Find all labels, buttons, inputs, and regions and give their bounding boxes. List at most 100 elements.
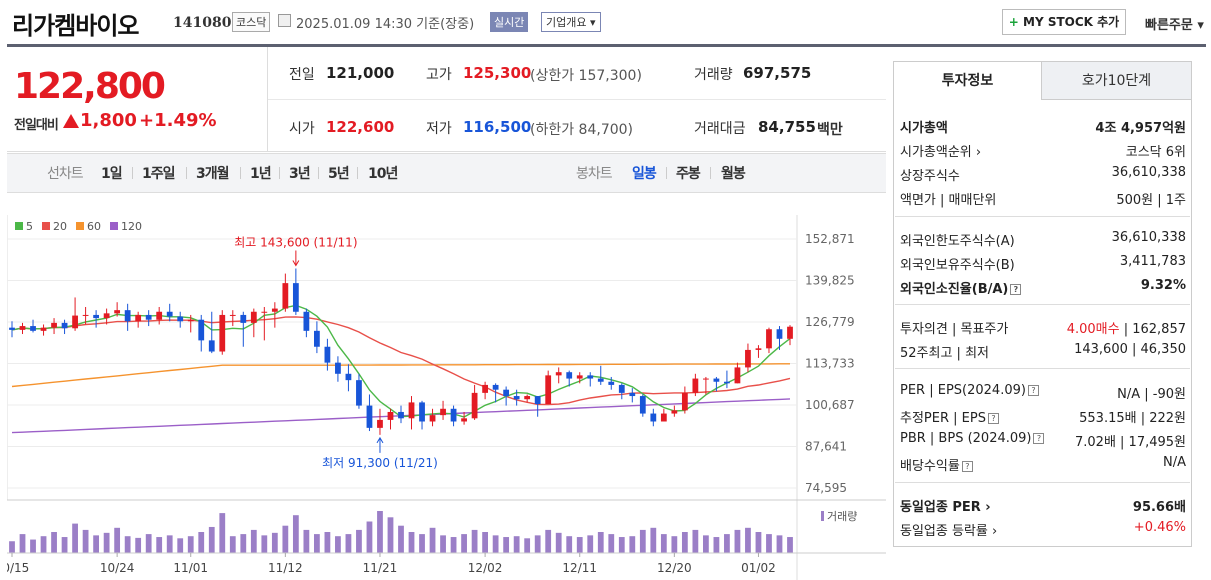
period-10y[interactable]: 10년 bbox=[368, 166, 398, 182]
volume-bar bbox=[166, 535, 173, 553]
info-row-label: PBR | BPS (2024.09)? bbox=[900, 431, 1045, 446]
my-stock-add-button[interactable]: + MY STOCK 추가 bbox=[1002, 9, 1126, 35]
tab-investment-info[interactable]: 투자정보 bbox=[894, 62, 1042, 100]
period-3m[interactable]: 3개월 bbox=[196, 166, 230, 182]
info-row-value: 553.15배 | 222원 bbox=[1079, 411, 1186, 426]
high-marker-arrowhead bbox=[292, 260, 300, 267]
info-row-value: 500원 | 1주 bbox=[1116, 193, 1186, 208]
candle-body bbox=[345, 373, 352, 381]
period-weekly[interactable]: 주봉 bbox=[676, 166, 701, 182]
divider bbox=[895, 304, 1190, 305]
candle-body bbox=[755, 348, 762, 350]
info-row-label[interactable]: 동일업종 PER › bbox=[900, 500, 991, 515]
help-icon[interactable]: ? bbox=[1033, 433, 1045, 444]
volume-bar bbox=[51, 532, 57, 553]
help-icon[interactable]: ? bbox=[987, 413, 999, 424]
candle-body bbox=[103, 313, 110, 319]
candle-body bbox=[114, 310, 121, 314]
y-tick-label: 113,733 bbox=[805, 357, 855, 371]
help-icon[interactable]: ? bbox=[961, 461, 973, 472]
x-tick-label: 11/01 bbox=[173, 561, 208, 575]
candle-body bbox=[40, 327, 47, 331]
info-row: 동일업종 등락률 › +0.46% bbox=[900, 520, 1186, 542]
info-row-value: N/A | -90원 bbox=[1117, 387, 1186, 402]
volume-bar bbox=[240, 534, 247, 553]
y-tick-label: 139,825 bbox=[805, 274, 855, 288]
volume-bar bbox=[377, 511, 383, 553]
volume-bar bbox=[787, 537, 793, 553]
header-divider bbox=[7, 44, 1206, 47]
period-daily[interactable]: 일봉 bbox=[632, 166, 657, 182]
candle-body bbox=[629, 392, 636, 397]
help-icon[interactable]: ? bbox=[1010, 284, 1022, 295]
volume-bar bbox=[366, 521, 373, 553]
period-3y[interactable]: 3년 bbox=[289, 166, 311, 182]
tab-orderbook-10[interactable]: 호가10단계 bbox=[1042, 62, 1191, 100]
volume-bar bbox=[450, 537, 457, 553]
candle-body bbox=[482, 384, 488, 393]
legend-swatch bbox=[110, 222, 118, 230]
period-1d[interactable]: 1일 bbox=[101, 166, 123, 182]
info-row-label: 배당수익률? bbox=[900, 455, 973, 474]
candle-body bbox=[671, 410, 678, 414]
candle-body bbox=[271, 308, 278, 312]
divider bbox=[895, 368, 1190, 369]
info-row-value: 7.02배 | 17,495원 bbox=[1075, 435, 1186, 450]
candle-body bbox=[618, 384, 625, 393]
period-5y[interactable]: 5년 bbox=[328, 166, 350, 182]
help-icon[interactable]: ? bbox=[1027, 385, 1039, 396]
volume-bar bbox=[608, 534, 615, 553]
volume-bar bbox=[271, 532, 278, 553]
volume-bar bbox=[545, 529, 552, 553]
company-overview-dropdown[interactable]: 기업개요 ▾ bbox=[541, 12, 601, 32]
period-1w[interactable]: 1주일 bbox=[142, 166, 176, 182]
divider bbox=[132, 167, 133, 179]
period-1y[interactable]: 1년 bbox=[250, 166, 272, 182]
y-tick-label: 126,779 bbox=[805, 315, 855, 329]
candle-body bbox=[787, 326, 793, 339]
period-monthly[interactable]: 월봉 bbox=[721, 166, 746, 182]
volume-bar bbox=[187, 536, 194, 553]
candle-body bbox=[366, 405, 373, 428]
volume-bar bbox=[681, 532, 688, 553]
candle-body bbox=[660, 413, 667, 422]
volume-bar bbox=[19, 534, 26, 553]
legend-swatch bbox=[15, 222, 23, 230]
x-tick-label: 12/20 bbox=[657, 561, 692, 575]
candle-body bbox=[198, 319, 205, 341]
quick-order-button[interactable]: 빠른주문 ▾ bbox=[1145, 18, 1204, 33]
volume-bar bbox=[387, 517, 394, 553]
info-row-label[interactable]: 동일업종 등락률 › bbox=[900, 524, 998, 539]
volume-bar bbox=[461, 534, 467, 553]
candle-body bbox=[713, 378, 720, 382]
x-tick-label: 12/02 bbox=[468, 561, 503, 575]
candle-body bbox=[555, 372, 562, 376]
candle-body bbox=[534, 396, 541, 405]
y-tick-label: 152,871 bbox=[805, 232, 855, 246]
volume-bar bbox=[755, 532, 762, 553]
volume-bar bbox=[40, 536, 47, 553]
candle-body bbox=[681, 392, 688, 411]
volume-bar bbox=[314, 534, 320, 553]
candle-body bbox=[72, 315, 78, 329]
info-row: 동일업종 PER › 95.66배 bbox=[900, 496, 1186, 518]
company-name[interactable]: 리가켐바이오 bbox=[12, 12, 139, 40]
x-tick-label: 11/12 bbox=[268, 561, 303, 575]
candle-body bbox=[776, 329, 783, 339]
candle-body bbox=[93, 314, 99, 319]
info-row-label[interactable]: 시가총액순위 › bbox=[900, 145, 982, 160]
candle-body bbox=[124, 310, 131, 322]
candle-body bbox=[314, 330, 320, 347]
info-row-value: 36,610,338 bbox=[1111, 230, 1186, 245]
candle-body bbox=[9, 327, 15, 330]
divider bbox=[357, 167, 358, 179]
candle-body bbox=[513, 396, 520, 400]
divider bbox=[279, 167, 280, 179]
volume-bar bbox=[9, 541, 15, 553]
candle-body bbox=[766, 329, 772, 349]
low-label: 저가 bbox=[426, 121, 452, 137]
investment-info-panel bbox=[893, 61, 1192, 547]
candlestick-chart[interactable]: 5 20 60 120 152,871 139,825 126,779 113,733 100… bbox=[7, 200, 886, 580]
info-row-value: 143,600 | 46,350 bbox=[1074, 342, 1186, 357]
realtime-badge[interactable]: 실시간 bbox=[490, 12, 529, 32]
